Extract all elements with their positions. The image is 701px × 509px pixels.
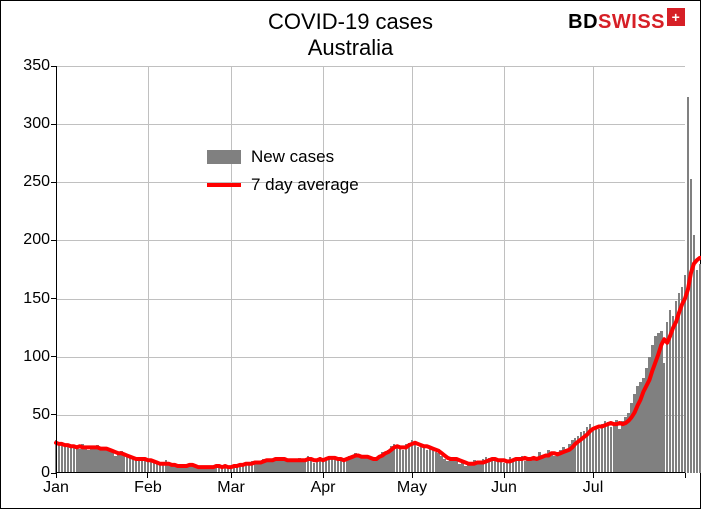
legend: New cases 7 day average [207,147,359,203]
x-tick [231,473,232,478]
legend-item: 7 day average [207,175,359,195]
y-axis-line [56,66,57,473]
x-tick [504,473,505,478]
x-tick [323,473,324,478]
logo-text-swiss: SWISS [598,11,665,33]
legend-label: 7 day average [251,175,359,195]
legend-label: New cases [251,147,334,167]
line-series [56,66,685,473]
brand-logo: BDSWISS+ [568,11,685,34]
legend-swatch-bar [207,150,241,164]
chart-container: COVID-19 cases Australia BDSWISS+ 050100… [0,0,701,509]
x-tick [147,473,148,478]
x-tick [593,473,594,478]
swiss-flag-icon: + [667,8,685,26]
x-tick [56,473,57,478]
legend-swatch-line [207,183,241,187]
x-tick [685,473,686,478]
title-sub: Australia [1,35,700,61]
logo-text-bd: BD [568,11,598,33]
x-axis-line [56,472,685,473]
plot-area: 050100150200250300350JanFebMarAprMayJunJ… [56,66,685,473]
x-tick [412,473,413,478]
legend-item: New cases [207,147,359,167]
